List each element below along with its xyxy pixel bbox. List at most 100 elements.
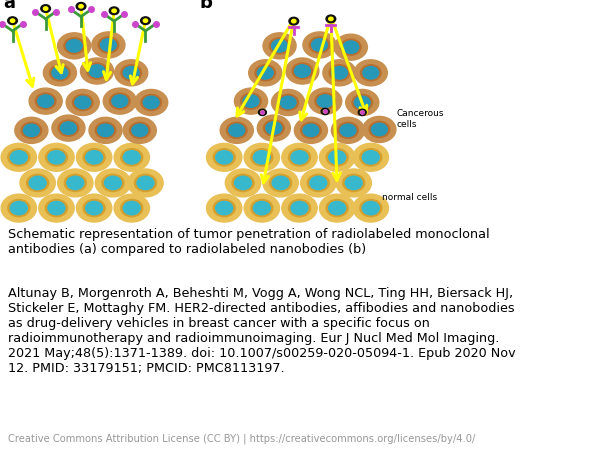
Circle shape [319,194,355,222]
Circle shape [249,60,282,86]
Text: b: b [199,0,213,12]
Circle shape [321,109,329,114]
Circle shape [58,120,78,136]
Circle shape [295,65,310,77]
Text: Altunay B, Morgenroth A, Beheshti M, Vogg A, Wong NCL, Ting HH, Biersack HJ,
Sti: Altunay B, Morgenroth A, Beheshti M, Vog… [8,287,515,375]
Circle shape [80,58,114,84]
Circle shape [241,93,261,109]
Circle shape [343,174,365,192]
Circle shape [301,169,336,197]
Circle shape [112,9,116,13]
Circle shape [207,143,242,171]
Circle shape [141,17,150,25]
Circle shape [303,32,336,58]
Circle shape [291,202,308,215]
Circle shape [98,37,119,53]
Circle shape [123,117,156,143]
Circle shape [354,60,388,86]
Text: Schematic representation of tumor penetration of radiolabeled monoclonal
antibod: Schematic representation of tumor penetr… [8,228,489,256]
Circle shape [143,96,159,109]
Text: normal cells: normal cells [382,193,437,202]
Circle shape [66,39,82,52]
Circle shape [112,95,128,108]
Circle shape [58,33,90,59]
Circle shape [355,96,370,109]
Circle shape [121,199,143,217]
Circle shape [1,194,37,222]
Circle shape [272,176,289,190]
Circle shape [340,124,356,137]
Circle shape [301,122,321,138]
Circle shape [83,199,105,217]
Circle shape [38,95,53,108]
Circle shape [323,60,356,86]
Circle shape [253,202,270,215]
Circle shape [213,148,235,166]
Circle shape [46,148,68,166]
Circle shape [79,5,83,8]
Circle shape [326,15,335,23]
Circle shape [58,169,93,197]
Circle shape [353,194,389,222]
Circle shape [345,176,362,190]
Circle shape [235,176,252,190]
Circle shape [286,58,319,84]
Circle shape [331,117,365,143]
Circle shape [307,174,329,192]
Circle shape [292,20,296,23]
Circle shape [362,202,379,215]
Circle shape [271,39,288,52]
Circle shape [243,95,259,108]
Circle shape [258,109,267,115]
Circle shape [289,199,310,217]
Circle shape [101,39,116,51]
Circle shape [23,124,40,137]
Circle shape [98,124,113,137]
Circle shape [141,94,162,111]
Circle shape [225,169,261,197]
Circle shape [67,176,84,190]
Circle shape [29,176,46,190]
Circle shape [263,33,296,59]
Circle shape [315,93,335,109]
Circle shape [369,121,389,138]
Circle shape [103,88,137,114]
Circle shape [226,122,247,138]
Circle shape [234,88,268,114]
Circle shape [292,63,313,79]
Circle shape [216,202,232,215]
Circle shape [52,67,68,79]
Circle shape [220,117,253,143]
Circle shape [27,174,49,192]
Circle shape [39,194,74,222]
Circle shape [282,143,317,171]
Circle shape [8,199,30,217]
Circle shape [278,94,298,111]
Circle shape [50,65,70,81]
Circle shape [43,60,77,86]
Circle shape [95,169,131,197]
Circle shape [41,5,50,12]
Circle shape [83,148,105,166]
Circle shape [360,148,382,166]
Circle shape [135,174,156,192]
Circle shape [261,111,264,114]
Circle shape [264,120,284,136]
Circle shape [343,41,359,54]
Circle shape [8,17,17,25]
Circle shape [121,65,141,81]
Circle shape [128,169,163,197]
Circle shape [29,88,62,114]
Circle shape [8,148,30,166]
Circle shape [48,151,65,164]
Circle shape [76,2,86,10]
Circle shape [326,199,348,217]
Circle shape [329,65,350,81]
Circle shape [143,19,147,22]
Circle shape [303,124,319,137]
Circle shape [336,169,371,197]
Circle shape [21,122,42,138]
Circle shape [341,39,361,55]
Circle shape [213,199,235,217]
Circle shape [64,38,84,54]
